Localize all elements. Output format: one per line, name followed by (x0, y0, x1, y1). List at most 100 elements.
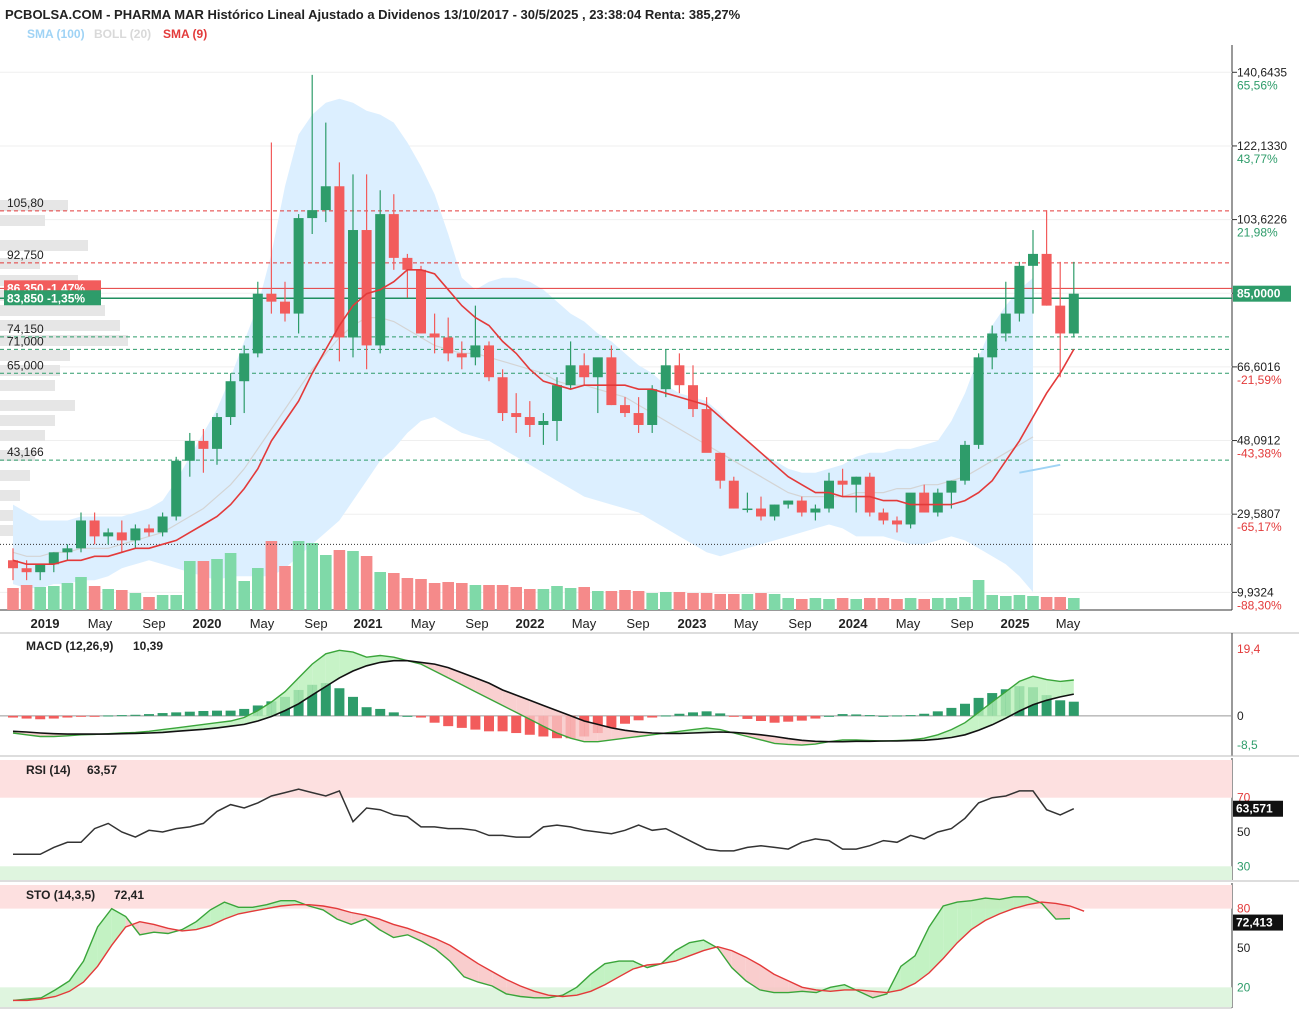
sma100-line (1019, 463, 1061, 474)
x-tick-label: May (734, 616, 759, 631)
candle-body (783, 500, 794, 505)
macd-fill (257, 702, 272, 721)
y-tick-label: 48,0912 (1237, 434, 1281, 448)
candle-body (592, 357, 603, 378)
candle-body (796, 500, 807, 513)
candle-body (987, 333, 998, 358)
y-tick-label: 66,6016 (1237, 360, 1281, 374)
candle-body (688, 385, 698, 410)
y-tick-label: 122,1330 (1237, 139, 1287, 153)
sto-fill (492, 971, 507, 994)
macd-y-label: -8,5 (1237, 738, 1258, 752)
volume-bar (537, 589, 550, 610)
macd-fill (529, 700, 544, 727)
macd-hist-bar (62, 715, 73, 718)
volume-bar (401, 578, 414, 610)
macd-hist-bar (388, 712, 399, 716)
candle-body (171, 460, 182, 517)
volume-bar (728, 594, 740, 610)
macd-fill (1019, 676, 1033, 711)
volume-bar (102, 589, 114, 610)
volume-bar (945, 598, 958, 610)
volume-profile-bar (0, 525, 14, 536)
macd-fill (978, 702, 993, 731)
x-tick-label: 2024 (839, 616, 869, 631)
level-label-box (4, 290, 101, 306)
sto-fill (590, 963, 605, 992)
legend-sma9: SMA (9) (163, 27, 207, 41)
macd-hist-bar (715, 713, 726, 716)
candle-body (905, 492, 916, 525)
volume-bar (333, 550, 346, 610)
volume-bar (673, 592, 686, 610)
macd-hist-bar (674, 713, 685, 716)
x-tick-label: 2025 (1001, 616, 1030, 631)
volume-bar (129, 593, 142, 610)
candle-body (932, 492, 943, 513)
macd-hist-bar (21, 715, 32, 719)
volume-bar (197, 561, 210, 610)
candle-body (851, 476, 862, 485)
candle-body (116, 532, 127, 541)
candle-body (62, 548, 73, 553)
x-tick-label: 2019 (31, 616, 60, 631)
macd-fill (570, 715, 585, 742)
macd-hist-bar (320, 683, 331, 716)
candle-body (361, 230, 372, 346)
macd-y-label: 0 (1237, 709, 1244, 723)
macd-hist-bar (905, 715, 916, 717)
y-tick-label: 140,6435 (1237, 65, 1287, 79)
macd-hist-bar (769, 715, 780, 723)
volume-profile-bar (0, 215, 45, 226)
macd-hist-bar (796, 715, 807, 721)
volume-bar (1054, 597, 1066, 610)
candle-body (375, 214, 386, 346)
volume-bar (252, 568, 264, 610)
volume-profile-bar (0, 450, 35, 461)
macd-hist-bar (171, 712, 182, 716)
volume-bar (170, 595, 182, 610)
volume-bar (496, 585, 509, 610)
volume-profile-bar (0, 200, 68, 211)
candle-body (756, 508, 766, 517)
volume-bar (904, 598, 917, 610)
volume-bar (1013, 595, 1026, 610)
macd-hist-bar (973, 697, 984, 716)
sto-fill (506, 979, 521, 997)
volume-bar (551, 586, 563, 610)
candle-body (402, 257, 413, 270)
macd-fill (434, 664, 449, 678)
sto-fill (914, 926, 930, 984)
candle-body (157, 516, 168, 533)
candle-body (416, 269, 426, 334)
x-tick-label: 2020 (193, 616, 222, 631)
sto-fill (351, 912, 366, 925)
volume-bar (986, 595, 998, 610)
y-tick-pct: -43,38% (1237, 447, 1282, 461)
x-tick-label: Sep (788, 616, 811, 631)
candle-body (1041, 253, 1052, 306)
x-tick-label: May (896, 616, 921, 631)
volume-bar (524, 589, 536, 610)
macd-hist-bar (497, 715, 508, 732)
volume-bar (605, 591, 618, 610)
volume-bar (415, 579, 427, 610)
x-tick-label: Sep (626, 616, 649, 631)
macd-hist-bar (688, 712, 698, 716)
candle-body (511, 413, 522, 418)
volume-bar (809, 598, 822, 610)
sto-y-label: 80 (1237, 902, 1251, 916)
volume-bar (592, 591, 604, 610)
level-label: 74,150 (7, 322, 44, 336)
y-tick-pct: -21,59% (1237, 373, 1282, 387)
macd-hist-bar (878, 715, 889, 717)
rsi-oversold-zone (0, 866, 1232, 880)
volume-bar (456, 583, 468, 610)
macd-hist-bar (144, 714, 154, 716)
x-tick-label: Sep (142, 616, 165, 631)
volume-bar (1040, 597, 1053, 610)
volume-bar (61, 583, 74, 610)
volume-profile-bar (0, 510, 18, 521)
level-label: 105,80 (7, 196, 44, 210)
